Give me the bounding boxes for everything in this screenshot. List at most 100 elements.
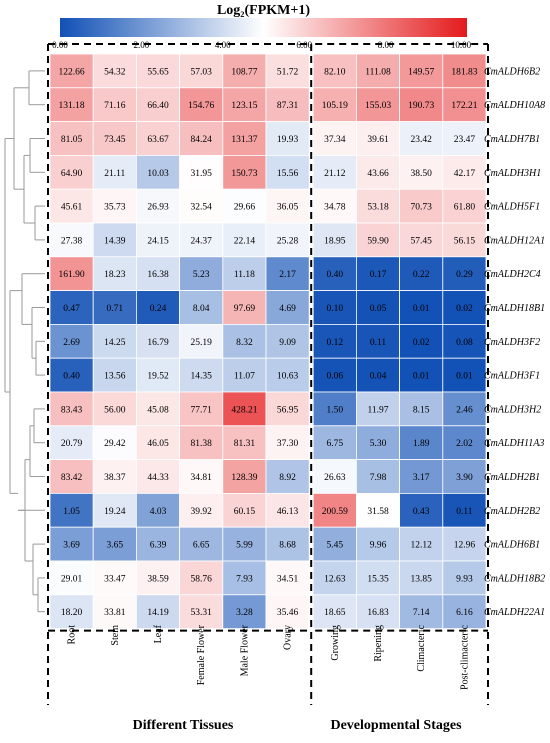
heatmap-cell	[222, 391, 267, 427]
column-label: Climacteric	[416, 624, 427, 671]
heatmap-cell	[312, 87, 357, 123]
cell-value-label: 16.83	[367, 608, 389, 618]
column-label: Stem	[110, 625, 121, 646]
heatmap-cell	[265, 290, 310, 325]
cell-value-label: 42.17	[454, 169, 476, 179]
cell-value-label: 26.63	[324, 473, 346, 483]
cell-value-label: 7.98	[370, 473, 387, 483]
cell-value-label: 37.34	[324, 135, 346, 145]
cell-value-label: 172.21	[451, 101, 477, 111]
cell-value-label: 3.69	[63, 541, 80, 551]
cell-value-label: 0.02	[413, 338, 430, 348]
heatmap-cell	[222, 53, 267, 89]
cell-value-label: 29.66	[234, 203, 256, 213]
cell-value-label: 0.02	[456, 304, 473, 314]
cell-value-label: 7.93	[236, 574, 253, 584]
cell-value-label: 83.42	[61, 473, 83, 483]
cell-value-label: 4.69	[279, 304, 296, 314]
cell-value-label: 4.03	[150, 507, 167, 517]
cell-value-label: 39.92	[191, 507, 213, 517]
heatmap-cell	[355, 391, 400, 427]
heatmap-cell	[222, 121, 267, 156]
cell-value-label: 32.54	[191, 203, 213, 213]
heatmap-cell	[265, 526, 310, 562]
heatmap-cell	[442, 425, 487, 460]
cell-value-label: 14.35	[191, 372, 213, 382]
cell-value-label: 31.95	[191, 169, 213, 179]
cell-value-label: 0.43	[413, 507, 430, 517]
cell-value-label: 3.28	[236, 608, 253, 618]
cell-value-label: 10.03	[147, 169, 169, 179]
heatmap-cell	[49, 560, 94, 596]
cell-value-label: 56.95	[277, 405, 299, 415]
cell-value-label: 0.04	[370, 372, 387, 382]
heatmap-cell	[222, 425, 267, 460]
gene-label: CmALDH6B2	[484, 66, 540, 77]
heatmap-cell	[312, 594, 357, 629]
cell-value-label: 2.02	[456, 439, 473, 449]
column-label: Female Flower	[196, 624, 207, 685]
heatmap-cell	[265, 154, 310, 190]
heatmap-cell	[442, 188, 487, 224]
heatmap-cell	[355, 560, 400, 596]
heatmap-cell	[135, 492, 180, 528]
cell-value-label: 19.24	[104, 507, 126, 517]
heatmap-cell	[92, 357, 137, 393]
heatmap-cell	[355, 87, 400, 123]
heatmap-cell	[265, 594, 310, 629]
cell-value-label: 57.03	[191, 67, 213, 77]
cell-value-label: 87.31	[277, 101, 299, 111]
cell-value-label: 0.11	[456, 507, 473, 517]
heatmap-cell	[442, 53, 487, 89]
cell-value-label: 39.61	[367, 135, 389, 145]
heatmap-cell	[179, 323, 224, 359]
heatmap-cell	[135, 290, 180, 325]
heatmap-cell	[399, 492, 444, 528]
cell-value-label: 38.59	[147, 574, 169, 584]
cell-value-label: 84.24	[191, 135, 213, 145]
cell-value-label: 34.51	[277, 574, 299, 584]
heatmap-cell	[312, 560, 357, 596]
cell-value-label: 18.95	[324, 236, 346, 246]
cell-value-label: 8.32	[236, 338, 253, 348]
heatmap-cell	[442, 256, 487, 291]
cell-value-label: 43.66	[367, 169, 389, 179]
cell-value-label: 105.19	[322, 101, 348, 111]
cell-value-label: 81.05	[61, 135, 83, 145]
cell-value-label: 36.05	[277, 203, 299, 213]
cell-value-label: 66.40	[147, 101, 169, 111]
cell-value-label: 1.05	[63, 507, 80, 517]
cell-value-label: 0.01	[413, 372, 430, 382]
cell-value-label: 12.96	[454, 541, 476, 551]
heatmap-cell	[399, 53, 444, 89]
heatmap-cell	[355, 357, 400, 393]
colorbar-tick: 2.00	[133, 40, 150, 50]
cell-value-label: 131.37	[231, 135, 257, 145]
cell-value-label: 38.37	[104, 473, 126, 483]
cell-value-label: 19.93	[277, 135, 299, 145]
cell-value-label: 131.18	[59, 101, 85, 111]
heatmap-cell	[442, 526, 487, 562]
cell-value-label: 25.19	[191, 338, 213, 348]
cell-value-label: 77.71	[191, 405, 213, 415]
cell-value-label: 12.12	[411, 541, 433, 551]
heatmap-cell	[355, 121, 400, 156]
heatmap-cell	[355, 222, 400, 258]
cell-value-label: 18.23	[104, 270, 126, 280]
cell-value-label: 82.10	[324, 67, 346, 77]
heatmap-cell	[312, 492, 357, 528]
cell-value-label: 7.14	[413, 608, 430, 618]
heatmap-cell	[265, 560, 310, 596]
cell-value-label: 6.65	[193, 541, 210, 551]
cell-value-label: 55.65	[147, 67, 169, 77]
cell-value-label: 33.81	[104, 608, 126, 618]
heatmap-cell	[265, 357, 310, 393]
heatmap-cell	[49, 425, 94, 460]
heatmap-cell	[179, 222, 224, 258]
cell-value-label: 81.31	[234, 439, 256, 449]
cell-value-label: 44.33	[147, 473, 169, 483]
heatmap-cell	[355, 526, 400, 562]
cell-value-label: 0.05	[370, 304, 387, 314]
cell-value-label: 34.78	[324, 203, 346, 213]
